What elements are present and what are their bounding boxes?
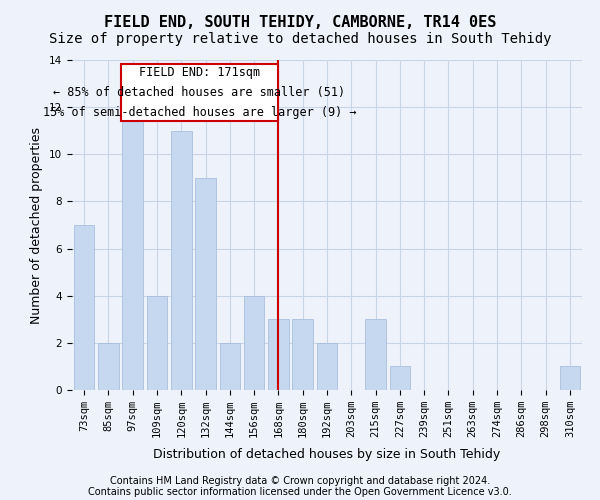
Bar bbox=[268, 320, 289, 390]
Bar bbox=[365, 320, 386, 390]
Bar bbox=[389, 366, 410, 390]
Y-axis label: Number of detached properties: Number of detached properties bbox=[31, 126, 43, 324]
Bar bbox=[146, 296, 167, 390]
Text: FIELD END, SOUTH TEHIDY, CAMBORNE, TR14 0ES: FIELD END, SOUTH TEHIDY, CAMBORNE, TR14 … bbox=[104, 15, 496, 30]
Text: Size of property relative to detached houses in South Tehidy: Size of property relative to detached ho… bbox=[49, 32, 551, 46]
Bar bbox=[244, 296, 265, 390]
Bar bbox=[74, 225, 94, 390]
Bar bbox=[195, 178, 216, 390]
Bar bbox=[560, 366, 580, 390]
Text: Contains public sector information licensed under the Open Government Licence v3: Contains public sector information licen… bbox=[88, 487, 512, 497]
Bar bbox=[98, 343, 119, 390]
Bar bbox=[220, 343, 240, 390]
X-axis label: Distribution of detached houses by size in South Tehidy: Distribution of detached houses by size … bbox=[154, 448, 500, 462]
Bar bbox=[171, 130, 191, 390]
FancyBboxPatch shape bbox=[121, 64, 278, 122]
Text: Contains HM Land Registry data © Crown copyright and database right 2024.: Contains HM Land Registry data © Crown c… bbox=[110, 476, 490, 486]
Bar bbox=[317, 343, 337, 390]
Bar bbox=[122, 107, 143, 390]
Bar bbox=[292, 320, 313, 390]
Text: FIELD END: 171sqm
← 85% of detached houses are smaller (51)
15% of semi-detached: FIELD END: 171sqm ← 85% of detached hous… bbox=[43, 66, 356, 119]
